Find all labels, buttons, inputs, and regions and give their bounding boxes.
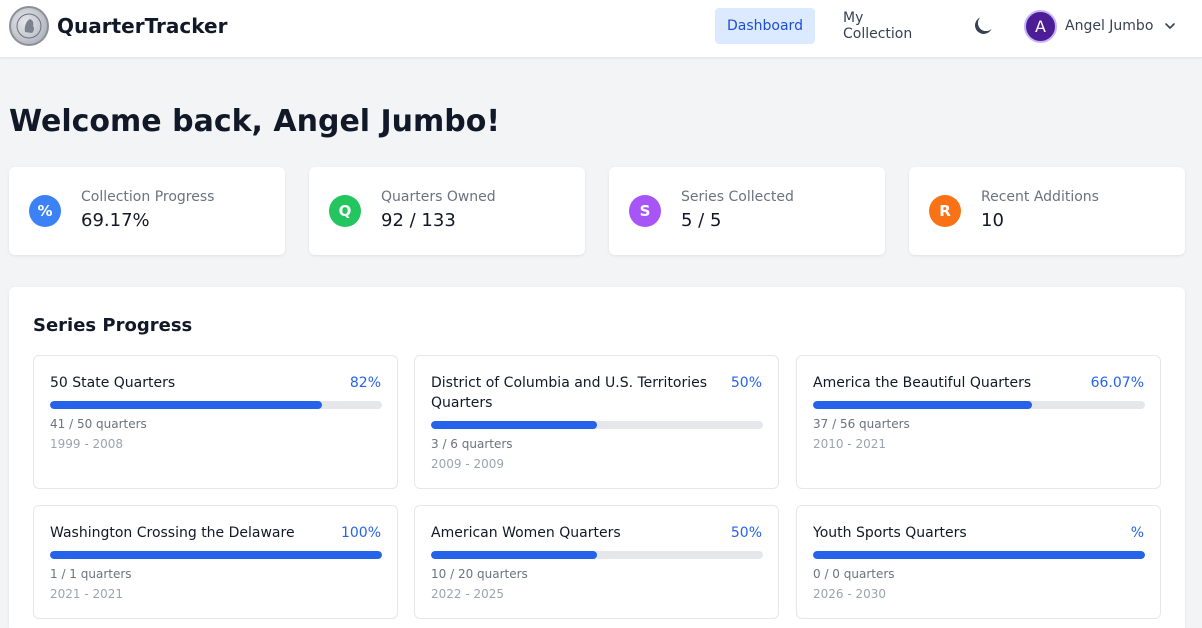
series-years: 2022 - 2025 [431, 587, 505, 601]
series-card[interactable]: Washington Crossing the Delaware 100% 1 … [33, 505, 398, 619]
stat-card-quarters-owned: Q Quarters Owned 92 / 133 [309, 167, 585, 255]
series-percent: 82% [349, 375, 381, 391]
stat-value: 69.17% [81, 210, 150, 231]
series-percent: % [1130, 525, 1144, 541]
series-years: 1999 - 2008 [50, 437, 124, 451]
progress-bar [50, 401, 382, 409]
series-percent: 66.07% [1090, 375, 1144, 391]
series-years: 2026 - 2030 [813, 587, 887, 601]
series-count: 3 / 6 quarters [431, 437, 513, 451]
series-name: 50 State Quarters [50, 375, 176, 391]
progress-fill [50, 401, 323, 409]
stat-value: 92 / 133 [381, 210, 456, 231]
progress-fill [813, 551, 1145, 559]
stat-card-series-collected: S Series Collected 5 / 5 [609, 167, 885, 255]
series-years: 2010 - 2021 [813, 437, 887, 451]
moon-icon[interactable] [970, 13, 996, 39]
brand-link[interactable]: QuarterTracker [9, 6, 227, 46]
progress-bar [813, 551, 1145, 559]
nav-dashboard[interactable]: Dashboard [715, 8, 815, 44]
page-title: Welcome back, Angel Jumbo! [9, 104, 501, 139]
avatar: A [1024, 9, 1057, 43]
series-icon: S [629, 195, 661, 227]
percent-icon: % [29, 195, 61, 227]
stat-value: 10 [981, 210, 1004, 231]
recent-icon: R [929, 195, 961, 227]
series-count: 0 / 0 quarters [813, 567, 895, 581]
stat-label: Collection Progress [81, 189, 215, 205]
stat-label: Series Collected [681, 189, 794, 205]
series-count: 1 / 1 quarters [50, 567, 132, 581]
progress-fill [50, 551, 382, 559]
quarters-icon: Q [329, 195, 361, 227]
series-years: 2009 - 2009 [431, 457, 505, 471]
user-name: Angel Jumbo [1065, 18, 1154, 34]
stat-card-recent-additions: R Recent Additions 10 [909, 167, 1185, 255]
series-count: 37 / 56 quarters [813, 417, 910, 431]
series-years: 2021 - 2021 [50, 587, 124, 601]
series-card[interactable]: American Women Quarters 50% 10 / 20 quar… [414, 505, 779, 619]
top-navbar: QuarterTracker Dashboard My Collection A… [0, 0, 1202, 58]
series-count: 10 / 20 quarters [431, 567, 528, 581]
stat-label: Recent Additions [981, 189, 1099, 205]
progress-bar [813, 401, 1145, 409]
series-card[interactable]: Youth Sports Quarters % 0 / 0 quarters 2… [796, 505, 1161, 619]
series-card[interactable]: 50 State Quarters 82% 41 / 50 quarters 1… [33, 355, 398, 489]
stat-label: Quarters Owned [381, 189, 496, 205]
series-card[interactable]: District of Columbia and U.S. Territorie… [414, 355, 779, 489]
progress-bar [431, 421, 763, 429]
series-percent: 100% [340, 525, 381, 541]
series-progress-panel: Series Progress 50 State Quarters 82% 41… [9, 287, 1185, 628]
nav-my-collection[interactable]: My Collection [843, 10, 913, 42]
progress-fill [813, 401, 1033, 409]
section-title: Series Progress [33, 315, 193, 336]
series-name: Washington Crossing the Delaware [50, 525, 295, 541]
user-menu[interactable]: A Angel Jumbo [1024, 9, 1177, 43]
progress-fill [431, 421, 597, 429]
progress-fill [431, 551, 597, 559]
stat-value: 5 / 5 [681, 210, 722, 231]
series-name: America the Beautiful Quarters [813, 375, 1032, 391]
series-percent: 50% [730, 525, 762, 541]
progress-bar [50, 551, 382, 559]
stat-card-collection-progress: % Collection Progress 69.17% [9, 167, 285, 255]
series-count: 41 / 50 quarters [50, 417, 147, 431]
progress-bar [431, 551, 763, 559]
series-card[interactable]: America the Beautiful Quarters 66.07% 37… [796, 355, 1161, 489]
series-percent: 50% [730, 375, 762, 391]
quarter-coin-icon [9, 6, 49, 46]
series-name: Youth Sports Quarters [813, 525, 967, 541]
series-name: American Women Quarters [431, 525, 621, 541]
series-name: District of Columbia and U.S. Territorie… [431, 375, 708, 411]
app-title: QuarterTracker [57, 14, 228, 38]
chevron-down-icon [1165, 23, 1176, 29]
